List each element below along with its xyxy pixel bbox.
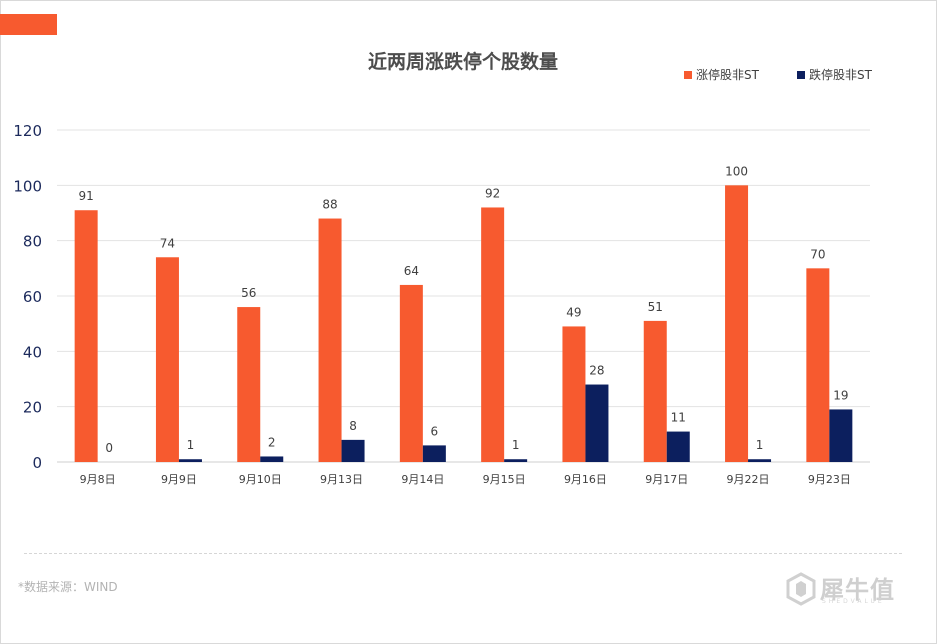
x-tick-label: 9月15日 — [483, 473, 526, 486]
y-tick-label: 20 — [23, 399, 42, 417]
data-label: 49 — [566, 305, 581, 319]
bar-limit-down — [666, 431, 690, 462]
x-tick-label: 9月16日 — [564, 473, 607, 486]
data-label: 6 — [431, 424, 439, 438]
y-tick-label: 0 — [32, 454, 42, 472]
data-label: 64 — [404, 264, 419, 278]
legend: 涨停股非ST 跌停股非ST — [684, 67, 873, 82]
bar-limit-down — [422, 445, 446, 462]
bar-limit-down — [748, 459, 772, 462]
x-tick-label: 9月17日 — [645, 473, 688, 486]
x-tick-label: 9月8日 — [80, 473, 116, 486]
data-label: 8 — [349, 419, 357, 433]
data-label: 1 — [512, 438, 520, 452]
bar-limit-up — [562, 326, 586, 462]
x-tick-label: 9月23日 — [808, 473, 851, 486]
data-label: 70 — [810, 247, 825, 261]
y-axis: 0 20 40 60 80 100 120 — [13, 122, 42, 472]
x-tick-label: 9月13日 — [320, 473, 363, 486]
data-label: 100 — [725, 164, 748, 178]
legend-swatch — [684, 71, 692, 79]
bar-limit-up — [725, 185, 749, 463]
bar-limit-down — [585, 384, 609, 462]
bar-limit-up — [237, 307, 261, 462]
bar-limit-down — [829, 409, 853, 462]
data-label: 56 — [241, 286, 256, 300]
y-tick-label: 120 — [13, 122, 42, 140]
watermark-logo: 犀牛值 SHEDVALUE — [786, 572, 906, 608]
data-label: 91 — [79, 189, 94, 203]
watermark-icon — [786, 572, 816, 606]
x-tick-label: 9月9日 — [161, 473, 197, 486]
x-axis: 9月8日 9月9日 9月10日 9月13日 9月14日 9月15日 9月16日 9月17日 9月… — [80, 473, 851, 486]
x-tick-label: 9月22日 — [727, 473, 770, 486]
data-label: 1 — [187, 438, 195, 452]
y-tick-label: 40 — [23, 343, 42, 361]
bar-limit-up — [399, 284, 423, 462]
bar-limit-down — [260, 456, 284, 462]
watermark-subtext: SHEDVALUE — [822, 598, 885, 605]
corner-accent-tag — [0, 14, 57, 35]
watermark-text: 犀牛值 — [820, 576, 895, 604]
bar-limit-up — [806, 268, 830, 462]
data-source-note: *数据来源：WIND — [18, 580, 118, 594]
x-tick-label: 9月10日 — [239, 473, 282, 486]
data-label: 2 — [268, 435, 276, 449]
bar-limit-up — [481, 207, 505, 462]
legend-label: 涨停股非ST — [696, 67, 760, 82]
bars — [74, 185, 853, 463]
y-tick-label: 60 — [23, 288, 42, 306]
legend-label: 跌停股非ST — [809, 67, 873, 82]
x-tick-label: 9月14日 — [401, 473, 444, 486]
bar-limit-down — [178, 459, 202, 462]
data-label: 51 — [648, 300, 663, 314]
footer-divider — [24, 553, 902, 554]
data-label: 92 — [485, 186, 500, 200]
data-label: 28 — [589, 364, 604, 378]
data-label: 11 — [671, 411, 686, 425]
data-label: 19 — [833, 388, 848, 402]
legend-swatch — [797, 71, 805, 79]
data-label: 88 — [322, 198, 337, 212]
bar-limit-up — [155, 257, 179, 462]
bar-limit-up — [318, 218, 342, 462]
data-label: 1 — [756, 438, 764, 452]
chart-title: 近两周涨跌停个股数量 — [368, 50, 558, 73]
bar-limit-up — [74, 210, 98, 462]
bar-limit-down — [504, 459, 528, 462]
bar-limit-down — [341, 439, 365, 462]
y-tick-label: 100 — [13, 177, 42, 195]
data-label: 0 — [105, 441, 113, 455]
bar-limit-up — [643, 320, 667, 462]
y-tick-label: 80 — [23, 233, 42, 251]
data-label: 74 — [160, 236, 175, 250]
